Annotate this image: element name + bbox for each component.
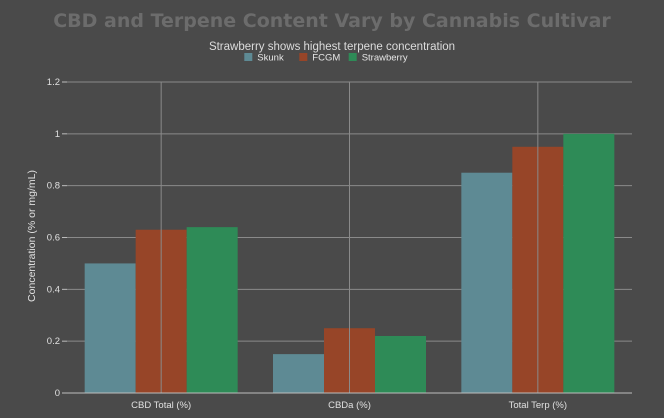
y-tick-label: 0.6 (47, 233, 60, 244)
legend-item-fcgm: FCGM (299, 53, 340, 64)
chart-title: CBD and Terpene Content Vary by Cannabis… (53, 10, 611, 32)
legend-label: Skunk (257, 53, 284, 64)
bar-skunk-2 (461, 172, 513, 393)
legend-item-strawberry: Strawberry (348, 53, 408, 64)
chart-subtitle: Strawberry shows highest terpene concent… (209, 41, 455, 53)
bar-strawberry-2 (563, 133, 615, 394)
y-tick-label: 0.8 (47, 181, 60, 192)
bar-skunk-1 (273, 354, 324, 393)
legend-swatch (348, 53, 357, 61)
y-tick-label: 1 (55, 129, 60, 140)
legend-item-skunk: Skunk (244, 53, 284, 64)
y-axis-title: Concentration (% or mg/mL) (26, 170, 38, 302)
category-grid-lines (160, 82, 539, 393)
legend-swatch (244, 53, 253, 61)
x-tick-label: Total Terp (%) (509, 400, 567, 411)
legend-swatch (299, 53, 308, 61)
legend: Skunk FCGM Strawberry (244, 53, 408, 64)
y-tick-label: 0 (55, 388, 60, 399)
y-tick-label: 0.4 (47, 284, 60, 295)
y-tick-label: 1.2 (47, 77, 60, 88)
x-tick-label: CBDa (%) (328, 400, 371, 411)
legend-label: Strawberry (362, 53, 408, 64)
bar-skunk-0 (84, 263, 136, 393)
x-tick-label: CBD Total (%) (131, 400, 191, 411)
bar-strawberry-1 (375, 335, 426, 393)
bar-strawberry-0 (186, 227, 238, 393)
axes: 0 0.2 0.4 0.6 0.8 1 1.2 CBD Total (%) CBDa (%) To… (47, 77, 632, 411)
legend-label: FCGM (312, 53, 340, 64)
y-tick-label: 0.2 (47, 336, 60, 347)
